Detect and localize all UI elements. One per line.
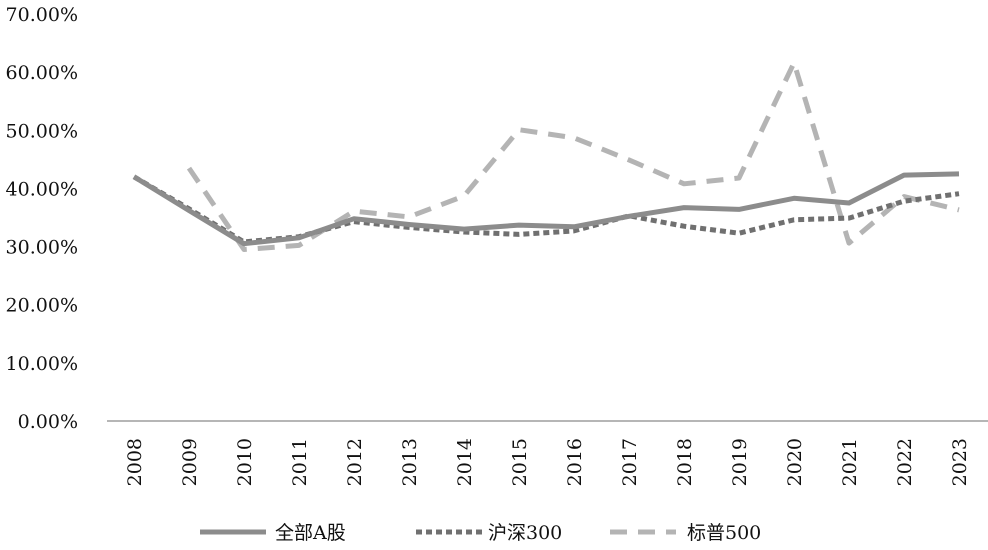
x-tick-label: 2008 [124,438,146,486]
legend-label-1: 全部A股 [275,522,346,544]
y-tick-label: 50.00% [6,120,78,142]
x-tick-label: 2011 [289,438,311,486]
x-tick-label: 2021 [839,438,861,486]
y-tick-label: 30.00% [6,237,78,259]
x-tick-label: 2009 [179,438,201,486]
x-tick-label: 2016 [564,438,586,486]
x-tick-label: 2020 [784,438,806,486]
legend: 全部A股 沪深300 标普500 [200,522,761,544]
y-tick-label: 0.00% [18,411,78,433]
y-tick-label: 60.00% [6,62,78,84]
x-tick-label: 2017 [619,438,641,486]
series-line-1 [132,171,960,247]
series-line-3 [186,60,960,252]
x-tick-label: 2015 [509,438,531,486]
x-tick-label: 2022 [894,438,916,486]
x-tick-label: 2018 [674,438,696,486]
x-tick-label: 2014 [454,438,476,486]
y-axis: 0.00% 10.00% 20.00% 30.00% 40.00% 50.00% 60.00… [6,4,78,433]
y-tick-label: 10.00% [6,353,78,375]
x-tick-label: 2010 [234,438,256,486]
legend-label-2: 沪深300 [488,522,562,544]
legend-label-3: 标普500 [687,522,761,544]
y-tick-label: 20.00% [6,295,78,317]
x-tick-label: 2019 [729,438,751,486]
x-axis: 2008 2009 2010 2011 2012 2013 2014 2015 2016 2017… [124,438,971,486]
x-tick-label: 2023 [949,438,971,486]
series-line-2 [132,174,960,245]
x-tick-label: 2013 [399,438,421,486]
y-tick-label: 70.00% [6,4,78,26]
series-layer [132,60,960,252]
y-tick-label: 40.00% [6,178,78,200]
x-tick-label: 2012 [344,438,366,486]
